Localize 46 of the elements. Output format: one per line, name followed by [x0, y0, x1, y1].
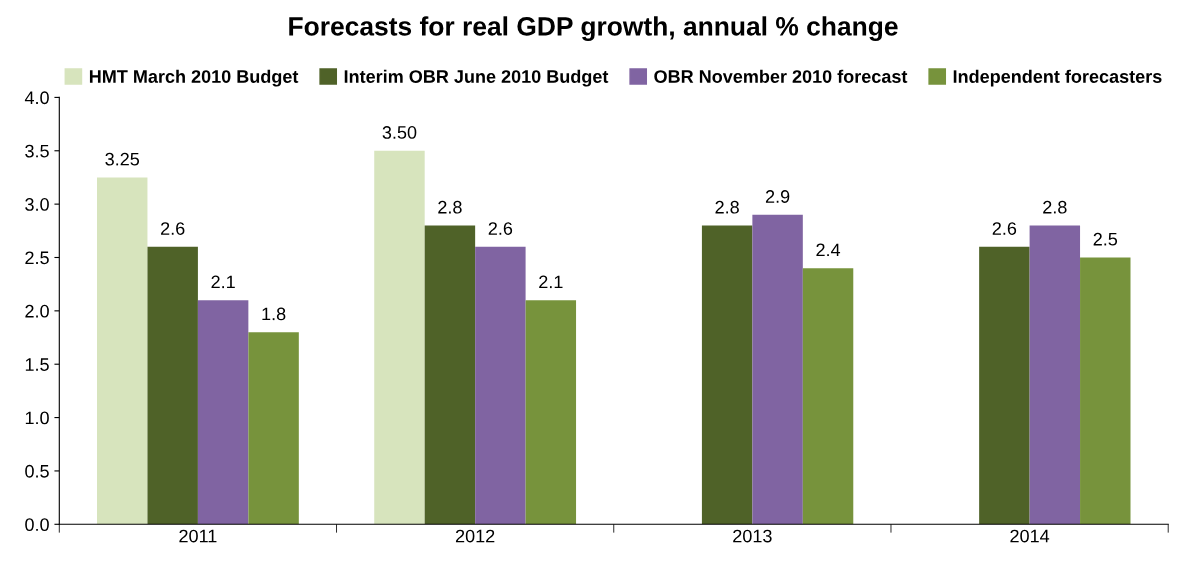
data-label: 2.6 — [488, 222, 513, 235]
data-label: 3.50 — [382, 126, 417, 139]
data-label: 2.5 — [1093, 232, 1118, 246]
bar — [424, 225, 476, 525]
bar — [197, 300, 249, 525]
bar — [752, 214, 803, 525]
bar — [97, 177, 148, 525]
x-tick-label: 2012 — [455, 529, 495, 543]
bar — [802, 268, 854, 525]
bar — [701, 225, 753, 525]
y-tick-label: 2.0 — [25, 304, 49, 318]
y-tick-label: 0.0 — [25, 518, 49, 532]
data-label: 2.1 — [211, 275, 235, 289]
data-label: 2.8 — [1043, 200, 1067, 214]
data-label: 3.25 — [105, 152, 140, 166]
y-tick-label: 4.0 — [24, 91, 49, 105]
legend-label: Interim OBR June 2010 Budget — [344, 69, 609, 87]
bar — [147, 246, 198, 525]
bar — [1080, 257, 1131, 525]
y-tick-label: 1.0 — [25, 411, 49, 425]
bar — [475, 246, 526, 525]
bar — [1029, 225, 1081, 525]
legend-label: OBR November 2010 forecast — [654, 69, 908, 83]
x-tick-label: 2014 — [1010, 529, 1050, 543]
data-label: 1.8 — [262, 307, 286, 321]
x-tick-label: 2011 — [179, 529, 217, 543]
data-label: 2.6 — [161, 222, 185, 235]
data-label: 2.8 — [438, 200, 462, 214]
bar — [374, 150, 425, 525]
chart-title: Forecasts for real GDP growth, annual % change — [289, 16, 898, 42]
y-tick-label: 3.0 — [25, 198, 49, 211]
data-label: 2.6 — [992, 222, 1017, 235]
x-tick-label: 2013 — [733, 529, 772, 543]
y-tick-label: 0.5 — [25, 464, 49, 478]
data-label: 2.1 — [539, 275, 563, 289]
bar — [525, 300, 577, 525]
data-label: 2.8 — [715, 200, 739, 214]
bar — [979, 246, 1030, 525]
data-label: 2.9 — [765, 190, 790, 203]
data-label: 2.4 — [816, 243, 841, 257]
y-tick-label: 2.5 — [25, 251, 49, 265]
y-tick-label: 3.5 — [25, 144, 49, 158]
y-tick-label: 1.5 — [25, 358, 49, 371]
legend-label: HMT March 2010 Budget — [89, 69, 299, 87]
bar — [248, 332, 299, 525]
legend-label: Independent forecasters — [953, 69, 1162, 87]
